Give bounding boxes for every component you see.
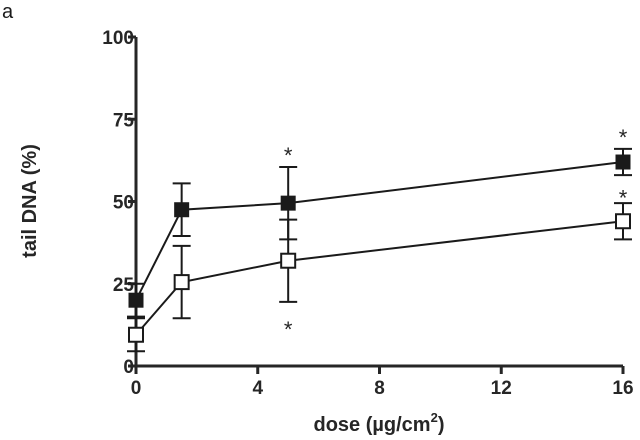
- panel-label: a: [2, 1, 14, 23]
- series-line: [135, 161, 624, 301]
- y-tick-label: 75: [113, 110, 135, 131]
- x-tick-label: 0: [131, 378, 142, 399]
- data-point-open-square: [128, 326, 144, 343]
- y-axis-label: tail DNA (%): [19, 144, 41, 258]
- x-tick-label: 16: [612, 378, 633, 399]
- significance-asterisk: *: [284, 143, 293, 168]
- data-point-filled-square: [174, 202, 190, 218]
- data-point-filled-square: [128, 292, 144, 308]
- x-tick-label: 8: [374, 378, 385, 399]
- series-line: [135, 220, 624, 336]
- data-point-open-square: [615, 213, 631, 230]
- series-2: [127, 202, 632, 353]
- x-tick-label: 12: [491, 378, 512, 399]
- chart-axes: 0 25 50 75 100 0 4 8 12 16: [102, 28, 633, 399]
- data-point-open-square: [280, 252, 297, 269]
- series-1: [127, 147, 632, 318]
- y-tick-label: 25: [113, 275, 135, 296]
- significance-asterisk: *: [619, 186, 628, 211]
- y-tick-label: 50: [113, 193, 134, 214]
- y-tick-label: 100: [102, 28, 134, 49]
- x-axis-label: dose (µg/cm2): [313, 410, 444, 436]
- significance-asterisk: *: [619, 125, 628, 150]
- data-point-open-square: [173, 274, 190, 291]
- chart-series: [127, 147, 632, 353]
- significance-asterisk: *: [284, 317, 293, 342]
- chart-annotations: * * * *: [284, 125, 628, 342]
- data-point-filled-square: [280, 195, 296, 211]
- data-point-filled-square: [615, 154, 631, 170]
- x-axis-label-main: dose (µg/cm: [313, 414, 430, 436]
- x-axis-label-end: ): [438, 414, 445, 436]
- x-axis-label-sup: 2: [431, 410, 438, 425]
- y-tick-label: 0: [123, 357, 134, 378]
- x-tick-label: 4: [252, 378, 263, 399]
